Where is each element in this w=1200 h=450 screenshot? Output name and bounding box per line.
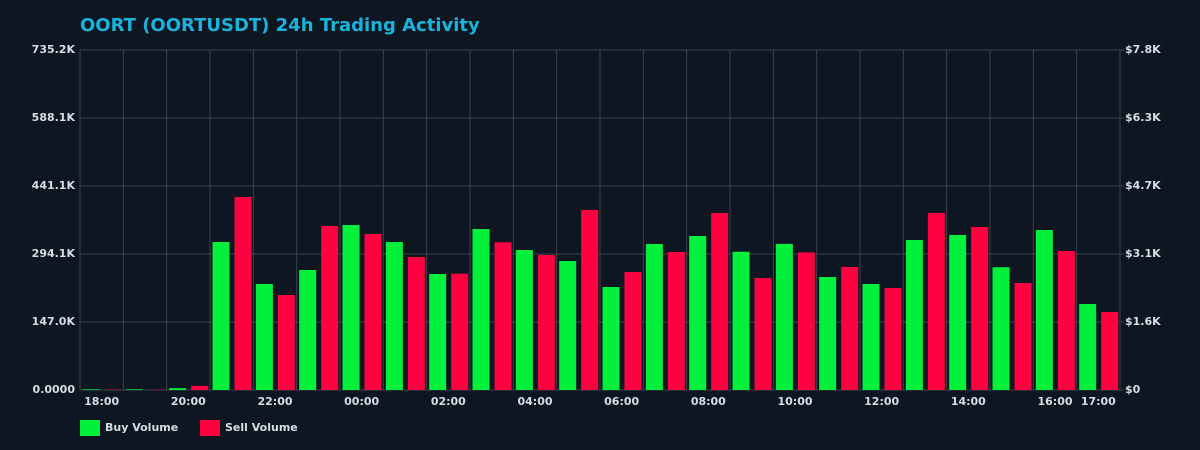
bar [537,255,555,390]
y2-tick-label: $7.8K [1125,43,1161,56]
bar [321,226,339,390]
chart-title: OORT (OORTUSDT) 24h Trading Activity [80,15,480,36]
bar [559,261,577,390]
x-tick-label: 22:00 [257,395,292,408]
y-tick-label: 588.1K [32,111,76,124]
bar [1057,250,1075,390]
bar [905,239,923,390]
x-tick-label: 14:00 [951,395,986,408]
bar [1101,311,1119,390]
bar [1014,282,1032,390]
bar [645,244,663,390]
legend-label: Sell Volume [225,421,298,434]
bar [451,273,469,390]
bar [581,210,599,390]
bar [602,287,620,390]
bar [255,284,273,390]
bar [775,243,793,390]
bar [711,213,729,390]
bar [927,212,945,390]
bar [949,234,967,390]
bar [429,274,447,390]
bar [472,229,490,390]
bar [407,256,425,390]
bar [1079,303,1097,390]
bar [732,251,750,390]
legend-label: Buy Volume [105,421,178,434]
x-tick-label: 10:00 [777,395,812,408]
bar [819,277,837,390]
y2-tick-label: $3.1K [1125,247,1161,260]
y2-tick-label: $0 [1125,383,1141,396]
bar [191,385,209,390]
x-tick-label: 17:00 [1081,395,1116,408]
bar [342,224,360,390]
bar [234,197,252,390]
bar [841,266,859,390]
bar [797,252,815,390]
bar [169,388,187,390]
x-tick-label: 20:00 [171,395,206,408]
bar [992,267,1010,390]
bar [212,242,230,390]
y-tick-label: 735.2K [32,43,76,56]
bar [624,271,642,390]
x-tick-label: 12:00 [864,395,899,408]
bar [884,287,902,390]
bar [385,242,403,390]
y2-tick-label: $6.3K [1125,111,1161,124]
x-tick-label: 06:00 [604,395,639,408]
x-tick-label: 00:00 [344,395,379,408]
x-tick-label: 08:00 [691,395,726,408]
bar [277,295,295,390]
y-tick-label: 441.1K [32,179,76,192]
legend-swatch [80,420,100,436]
bar [1035,229,1053,390]
x-tick-label: 02:00 [431,395,466,408]
bar [82,389,100,390]
bar [689,236,707,390]
bar [862,284,880,390]
bar [971,226,989,390]
bar [299,269,317,390]
y2-tick-label: $4.7K [1125,179,1161,192]
y-tick-label: 294.1K [32,247,76,260]
bar [494,242,512,390]
y2-tick-label: $1.6K [1125,315,1161,328]
y-tick-label: 147.0K [32,315,76,328]
bar [754,277,772,390]
x-tick-label: 16:00 [1037,395,1072,408]
bar [364,234,382,390]
x-tick-label: 04:00 [517,395,552,408]
x-tick-label: 18:00 [84,395,119,408]
bar [667,252,685,390]
bar [125,389,143,390]
legend-swatch [200,420,220,436]
bar [515,250,533,390]
y-tick-label: 0.0000 [33,383,76,396]
